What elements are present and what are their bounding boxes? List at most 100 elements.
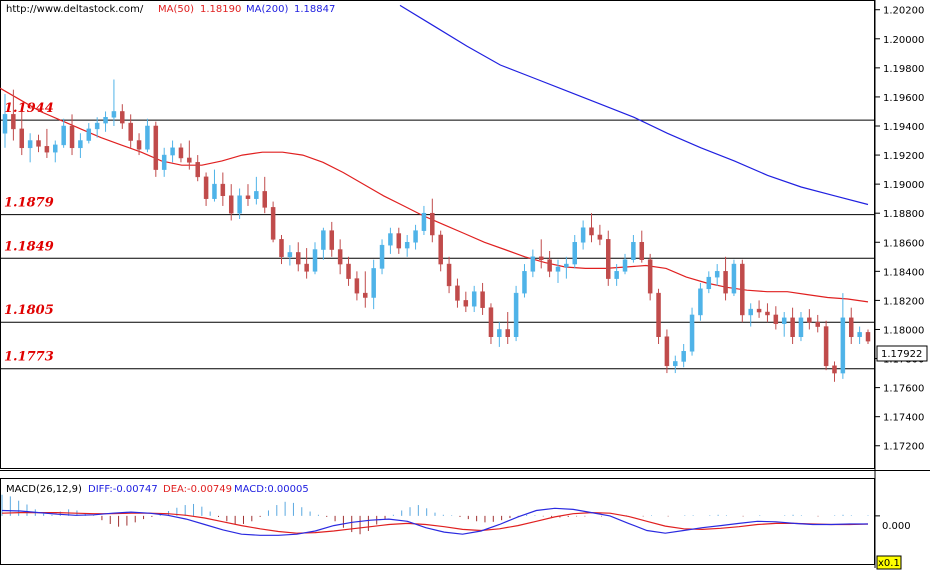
candle-body (304, 263, 309, 272)
price-axis: 1.20200 1.20000 1.19800 1.19600 1.19400 1.192… (875, 6, 924, 453)
price-tick-label: 1.17600 (883, 384, 924, 395)
price-tick-label: 1.19600 (883, 93, 924, 104)
candle-body (363, 292, 368, 298)
macd-value-label: MACD:0.00005 (234, 484, 309, 495)
candle-body (656, 292, 661, 337)
candle-body (673, 361, 678, 367)
candle-body (857, 332, 862, 337)
candle-body (463, 300, 469, 307)
candle-body (404, 242, 410, 249)
candle-body (681, 351, 686, 362)
candle-body (731, 263, 737, 294)
candle-body (848, 317, 854, 337)
main-plot-frame (0, 0, 875, 469)
source-url: http://www.deltastock.com/ (6, 4, 144, 15)
price-tick-label: 1.18000 (883, 325, 924, 336)
macd-title: MACD(26,12,9) (6, 484, 82, 495)
candle-body (840, 317, 846, 374)
candle-body (195, 162, 200, 178)
candle-body (103, 117, 108, 124)
candle-body (664, 336, 670, 367)
price-tick-label: 1.19800 (883, 64, 924, 75)
candle-body (538, 256, 544, 260)
candle-body (748, 308, 753, 316)
candle-body (480, 291, 485, 308)
candle-body (371, 268, 376, 298)
candle-body (614, 271, 619, 279)
candle-body (187, 157, 192, 163)
candle-body (262, 191, 267, 208)
candle-body (396, 233, 402, 249)
candle-body (111, 111, 117, 118)
scale-badge-text: x0.1 (878, 558, 900, 569)
price-tick-label: 1.20200 (883, 6, 924, 17)
candle-body (36, 140, 41, 147)
level-label: 1.1773 (4, 350, 54, 365)
candle-body (19, 128, 25, 149)
candle-body (203, 176, 209, 199)
ma200-line (399, 4, 869, 206)
candle-body (823, 326, 829, 367)
candle-body (773, 314, 779, 324)
candle-body (698, 288, 703, 316)
candle-body (564, 263, 569, 268)
candlestick-series (2, 79, 871, 382)
candle-body (505, 329, 510, 337)
candle-body (78, 140, 83, 149)
candle-body (622, 259, 628, 272)
candle-body (740, 263, 745, 316)
candle-body (346, 263, 351, 279)
candle-body (170, 147, 175, 156)
macd-dea-label: DEA:-0.00749 (163, 484, 232, 495)
price-tick-label: 1.19400 (883, 122, 924, 133)
candle-body (589, 227, 594, 236)
candle-body (136, 140, 142, 150)
candle-body (631, 242, 636, 260)
price-tick-label: 1.17400 (883, 413, 924, 424)
candle-body (237, 195, 242, 214)
candle-body (706, 276, 712, 290)
candle-body (807, 317, 812, 323)
price-tick-label: 1.19000 (883, 180, 924, 191)
candle-body (488, 307, 494, 337)
macd-zero-tick: 0.000 (882, 521, 911, 532)
candle-body (220, 183, 226, 197)
candle-body (337, 249, 343, 265)
ma50-legend-value: 1.18190 (200, 4, 241, 15)
candle-body (287, 252, 293, 258)
candle-body (161, 154, 167, 170)
candle-body (446, 263, 452, 287)
candle-body (798, 317, 804, 337)
candle-body (572, 242, 577, 265)
candle-body (597, 234, 603, 240)
candle-body (245, 195, 251, 199)
candle-body (11, 114, 16, 130)
candle-body (430, 212, 435, 236)
candle-body (513, 292, 519, 337)
candle-body (2, 114, 8, 134)
candle-body (212, 183, 217, 199)
candle-body (86, 128, 92, 141)
candle-body (497, 329, 502, 337)
candle-body (421, 212, 427, 231)
candle-body (647, 259, 653, 294)
ma200-legend-label: MA(200) (246, 4, 288, 15)
candle-body (145, 125, 150, 150)
candle-body (27, 140, 33, 149)
candle-body (94, 122, 100, 130)
level-label: 1.1849 (4, 239, 54, 254)
price-tick-label: 1.17200 (883, 442, 924, 453)
last-price-badge (876, 345, 928, 362)
candle-body (388, 233, 393, 246)
candle-body (44, 146, 50, 153)
candle-body (765, 311, 770, 316)
ma200-line-group (399, 4, 869, 206)
candle-body (228, 195, 234, 214)
candle-body (547, 259, 552, 272)
candle-body (639, 242, 645, 260)
candle-body (756, 308, 762, 313)
candle-body (296, 252, 301, 265)
candle-body (555, 266, 561, 272)
